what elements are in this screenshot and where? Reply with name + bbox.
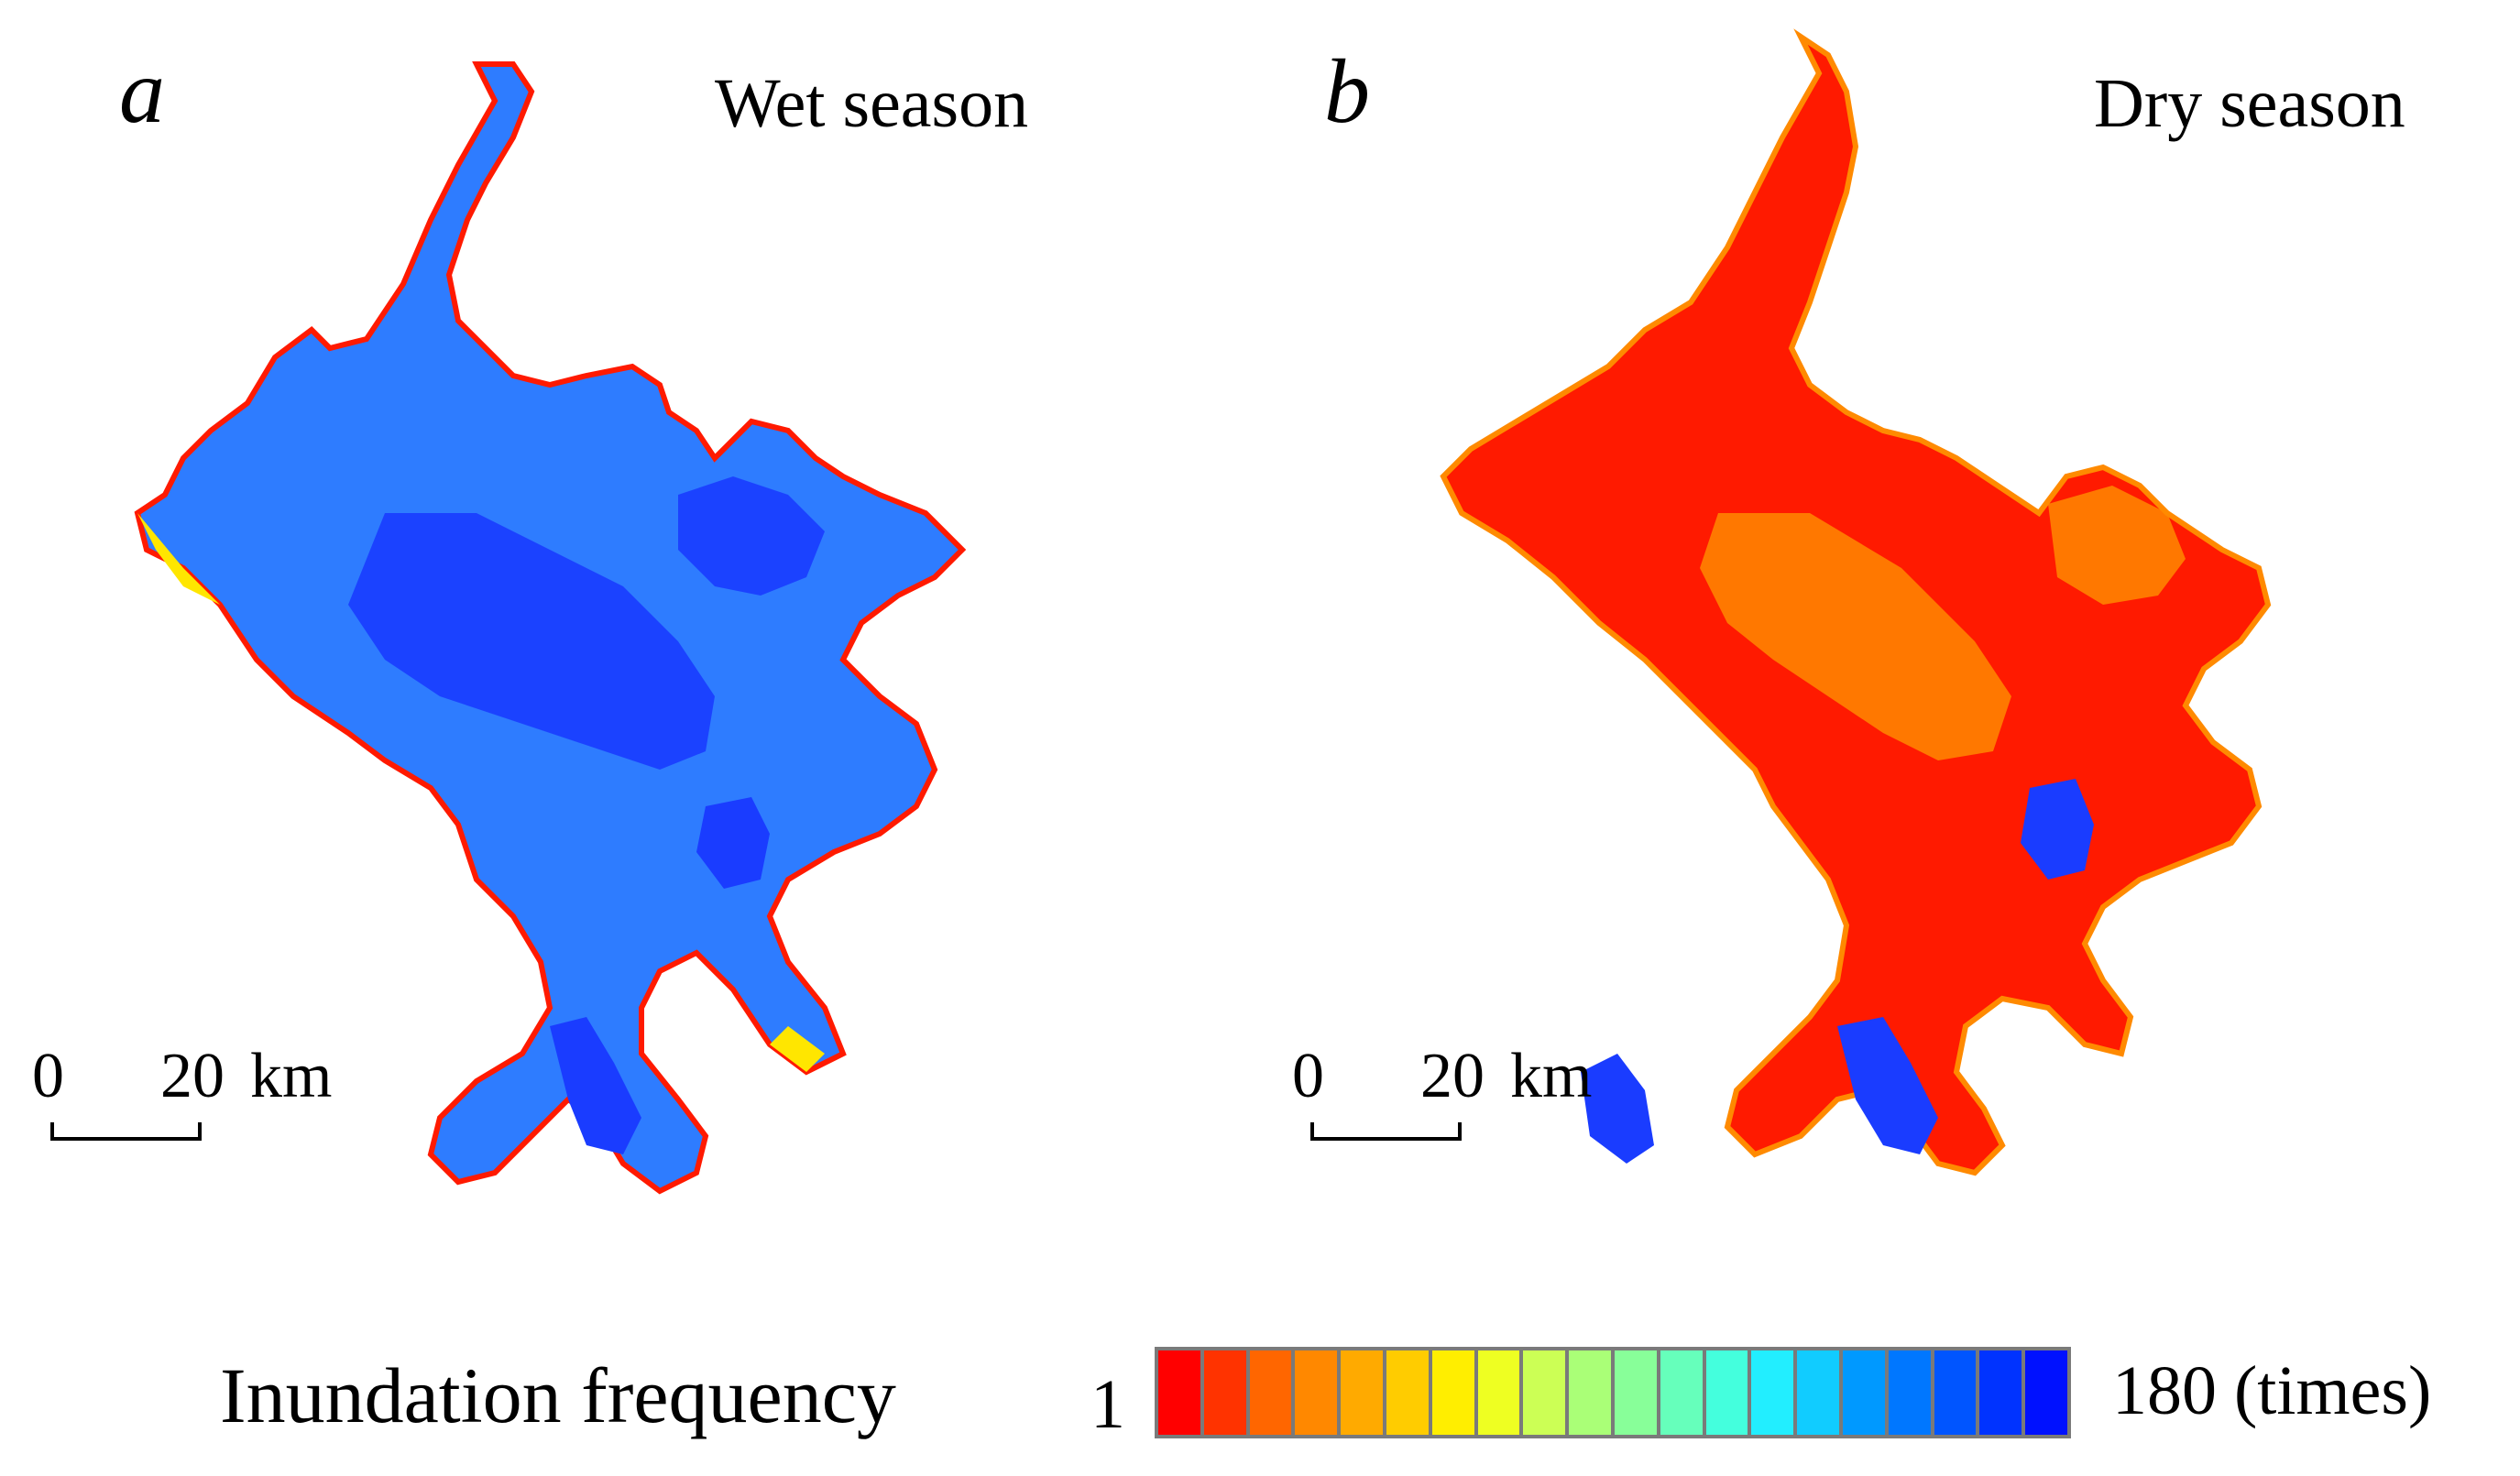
legend-color-cell: [1295, 1350, 1338, 1435]
legend-color-cell: [1797, 1350, 1839, 1435]
legend-color-cell: [2025, 1350, 2067, 1435]
scalebar-end-label: 20: [160, 1041, 225, 1111]
legend-color-cell: [1569, 1350, 1611, 1435]
legend-color-cell: [1705, 1350, 1748, 1435]
scalebar-dry: 0 20 km: [1292, 1044, 1622, 1164]
legend-color-cell: [1431, 1350, 1474, 1435]
scalebar-unit-label: km: [1510, 1041, 1593, 1111]
legend-color-cell: [1934, 1350, 1977, 1435]
map-wet-season: [134, 61, 967, 1195]
legend-max-label: 180 (times): [2112, 1352, 2432, 1429]
panel-letter-b: b: [1324, 40, 1370, 142]
panel-title-dry: Dry season: [2094, 65, 2405, 142]
legend-min-label: 1: [1090, 1366, 1125, 1443]
legend-color-cell: [1158, 1350, 1200, 1435]
scalebar-end-label: 20: [1420, 1041, 1485, 1111]
legend-color-cell: [1614, 1350, 1657, 1435]
scalebar-line: [1310, 1122, 1462, 1141]
legend-color-cell: [1888, 1350, 1931, 1435]
panel-wet-season: a Wet season 0 20 km: [0, 0, 1260, 1246]
legend-color-cell: [1842, 1350, 1885, 1435]
scalebar-line: [50, 1122, 202, 1141]
legend-color-cell: [1523, 1350, 1566, 1435]
scalebar-start-label: 0: [32, 1041, 64, 1111]
legend-color-cell: [1249, 1350, 1292, 1435]
scalebar-start-label: 0: [1292, 1041, 1324, 1111]
scalebar-unit-label: km: [250, 1041, 333, 1111]
panel-letter-a: a: [119, 40, 165, 142]
legend-color-ramp: [1155, 1347, 2071, 1438]
lake-body-dry: [1440, 28, 2272, 1176]
legend-title: Inundation frequency: [220, 1351, 896, 1439]
legend-color-cell: [1751, 1350, 1794, 1435]
map-dry-season: [1440, 28, 2272, 1176]
legend-color-cell: [1979, 1350, 2022, 1435]
legend-color-cell: [1660, 1350, 1703, 1435]
lake-body-wet: [134, 61, 967, 1195]
legend-color-cell: [1386, 1350, 1429, 1435]
legend-color-cell: [1203, 1350, 1246, 1435]
panel-title-wet: Wet season: [715, 65, 1029, 142]
legend-color-cell: [1477, 1350, 1520, 1435]
panel-dry-season: b Dry season 0 20 km: [1260, 0, 2520, 1246]
scalebar-wet: 0 20 km: [32, 1044, 362, 1164]
legend-color-cell: [1341, 1350, 1383, 1435]
